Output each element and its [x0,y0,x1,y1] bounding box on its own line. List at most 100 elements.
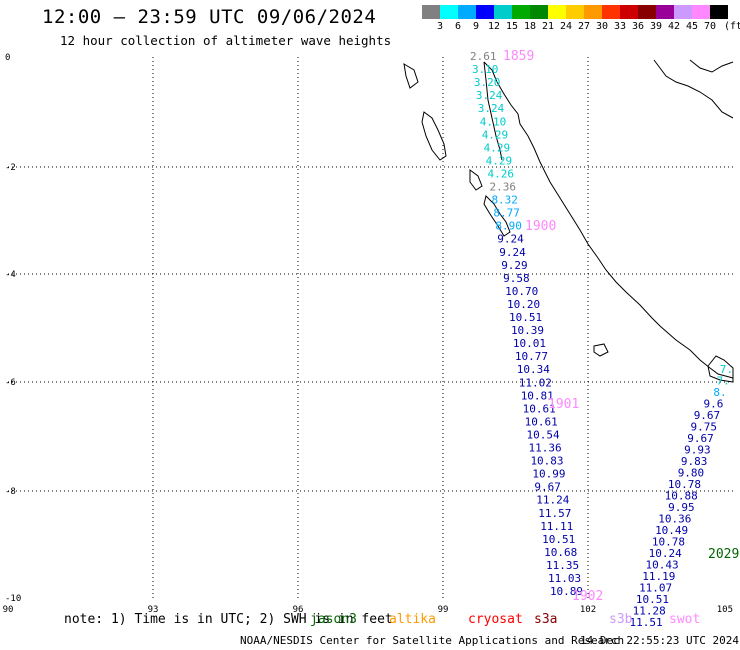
wave-height-label: 8.32 [491,194,518,207]
legend-label: 36 [631,21,645,32]
legend-swatch [440,5,458,19]
x-tick-label: 102 [580,605,596,615]
wave-height-label: 11.28 [633,605,666,618]
legend-swatch [512,5,530,19]
legend-label: 24 [559,21,573,32]
wave-height-label: 11.02 [519,376,552,389]
y-tick-label: -2 [5,163,16,173]
simeulue-island [421,111,447,161]
wave-height-label: 10.70 [505,285,538,298]
x-tick-label: 99 [438,605,449,615]
legend-swatch [566,5,584,19]
legend-label: 30 [595,21,609,32]
x-tick-label: 96 [293,605,304,615]
wave-height-label: 11.51 [629,616,662,629]
track-b-labels: 7.7.8.9.69.679.759.679.939.839.8010.7810… [629,363,733,629]
legend-swatch [422,5,440,19]
wave-height-label: 9.6 [704,398,724,411]
wave-height-label: 10.20 [507,298,540,311]
legend-swatch [674,5,692,19]
wave-height-label: 9.24 [497,233,524,246]
sumatra-coast [483,61,734,379]
page-title: 12:00 – 23:59 UTC 09/06/2024 [42,6,377,28]
y-tick-label: -6 [5,378,16,388]
legend-label: 21 [541,21,555,32]
y-tick-label: -10 [5,594,21,604]
x-tick-label: 105 [717,605,733,615]
wave-height-label: 2.61 [470,50,497,63]
legend-swatch [548,5,566,19]
wave-height-label: 10.78 [652,536,685,549]
legend-swatch [494,5,512,19]
track-time-labels: 1859 1900 1901 1902 2029 [503,49,739,604]
wave-height-label: 4.29 [484,141,511,154]
track-time-label: 2029 [708,547,739,562]
x-tick-label: 93 [148,605,159,615]
legend-label: 15 [505,21,519,32]
wave-height-label: 8.90 [495,220,521,233]
wave-height-label: 9.67 [687,432,714,445]
wave-height-label: 10.99 [532,468,565,481]
footer-credit: NOAA/NESDIS Center for Satellite Applica… [240,634,625,647]
page-subtitle: 12 hour collection of altimeter wave hei… [60,33,392,48]
wave-height-label: 11.24 [536,494,569,507]
wave-height-label: 10.78 [668,478,701,491]
legend-swatch [584,5,602,19]
wave-height-label: 9.67 [694,409,721,422]
wave-height-label: 4.10 [480,115,507,128]
satellite-swot: swot [669,612,701,627]
legend-label: 9 [472,21,480,32]
andaman-islets [403,63,419,89]
wave-height-label: 10.77 [515,350,548,363]
wave-height-label: 10.83 [530,455,563,468]
wave-height-label: 10.51 [542,533,575,546]
satellite-altika: altika [389,612,436,627]
wave-height-label: 3.24 [478,102,505,115]
legend-label: 12 [487,21,501,32]
wave-height-label: 9.83 [681,455,708,468]
wave-height-label: 10.81 [521,389,554,402]
wave-height-label: 10.68 [544,546,577,559]
wave-height-label: 9.58 [503,272,530,285]
wave-height-label: 9.24 [499,246,526,259]
y-tick-label: -4 [5,270,16,280]
wave-height-label: 2.36 [490,181,517,194]
wave-height-label: 8.77 [493,207,520,220]
legend-label: 33 [613,21,627,32]
wave-height-label: 9.95 [668,501,695,514]
legend-swatch [602,5,620,19]
wave-height-label: 11.03 [548,572,581,585]
malay-peninsula-east [689,59,734,73]
mentawai-islands [483,195,511,237]
sumatra-west-coast [483,61,503,161]
wave-height-label: 7. [720,363,733,376]
wave-height-label: 10.88 [665,490,698,503]
x-tick-label: 90 [3,605,14,615]
wave-height-label: 8. [713,386,726,399]
satellite-jason3: jason3 [310,612,357,627]
legend-swatch [710,5,728,19]
legend-label: 27 [577,21,591,32]
wave-height-label: 10.39 [511,324,544,337]
wave-height-label: 10.61 [525,415,558,428]
y-tick-label: 0 [5,53,10,63]
wave-height-label: 11.35 [546,559,579,572]
legend-label: 6 [454,21,462,32]
wave-height-label: 9.29 [501,259,528,272]
legend-label: 70 [703,21,717,32]
wave-height-label: 4.29 [482,128,509,141]
wave-height-label: 4.29 [486,154,512,167]
legend-swatches [422,5,728,19]
legend-swatch [638,5,656,19]
axis-y-ticks: 0 -2 -4 -6 -8 -10 [5,53,21,604]
wave-height-label: 11.07 [639,582,672,595]
wave-height-label: 9.75 [691,421,718,434]
legend-label: 39 [649,21,663,32]
wave-height-label: 9.93 [684,444,711,457]
wave-height-label: 9.80 [678,467,705,480]
malay-peninsula-coast [653,59,734,119]
java-coast [707,355,734,383]
wave-height-label: 9.67 [534,481,561,494]
